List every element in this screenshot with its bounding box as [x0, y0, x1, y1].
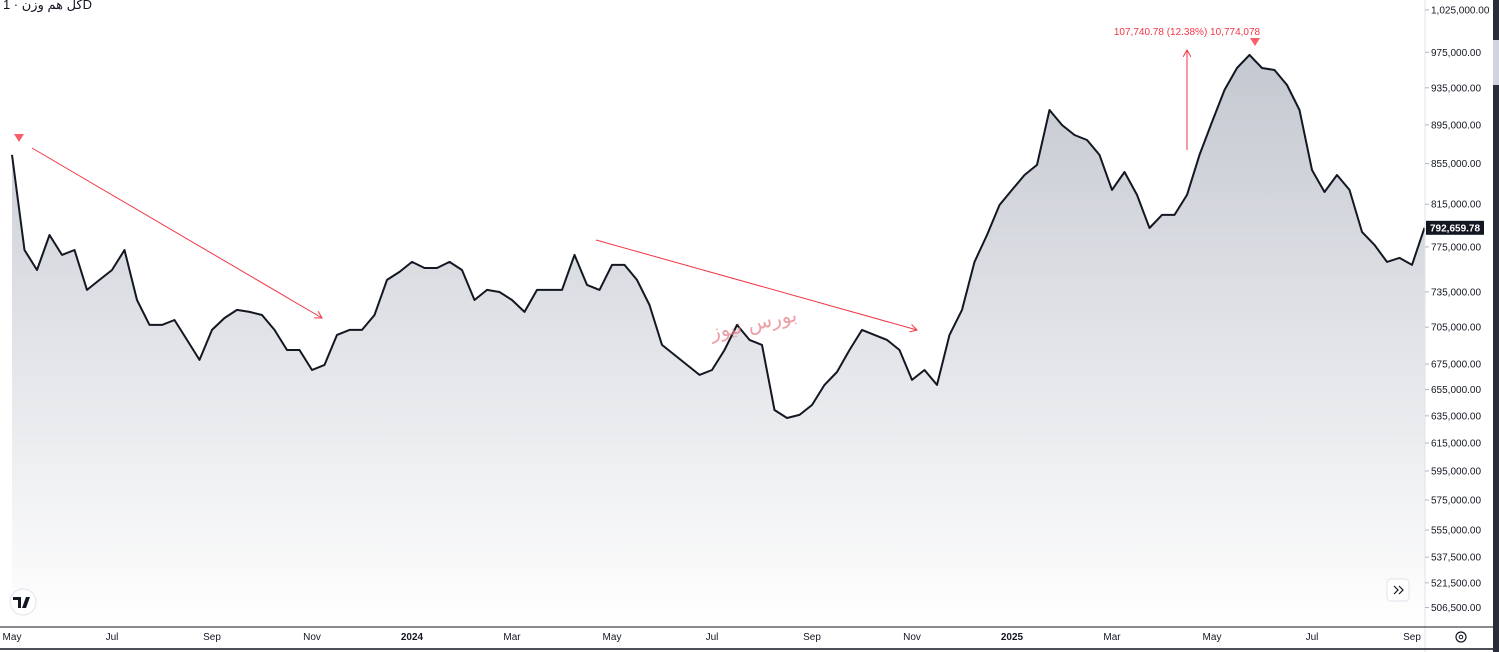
- x-tick-label: Jul: [706, 632, 719, 643]
- y-tick-label: 537,500.00: [1431, 553, 1481, 564]
- y-tick-label: 555,000.00: [1431, 525, 1481, 536]
- x-tick-label: Sep: [803, 632, 821, 643]
- price-tag-label: 792,659.78: [1430, 223, 1480, 234]
- y-tick-label: 935,000.00: [1431, 83, 1481, 94]
- y-tick-label: 705,000.00: [1431, 323, 1481, 334]
- x-tick-label: May: [603, 632, 622, 643]
- x-tick-label: Sep: [1403, 632, 1421, 643]
- y-tick-label: 615,000.00: [1431, 438, 1481, 449]
- x-tick-label: Sep: [203, 632, 221, 643]
- y-tick-label: 855,000.00: [1431, 159, 1481, 170]
- x-tick-label: 2024: [401, 632, 424, 643]
- y-tick-label: 895,000.00: [1431, 120, 1481, 131]
- y-tick-label: 975,000.00: [1431, 48, 1481, 59]
- trend-arrow: [31, 147, 322, 318]
- plot-area: [11, 53, 1426, 627]
- marker-triangle: [1250, 38, 1260, 46]
- y-tick-label: 575,000.00: [1431, 495, 1481, 506]
- y-tick-label: 595,000.00: [1431, 466, 1481, 477]
- side-scroll: [1493, 40, 1499, 85]
- marker-triangle: [14, 134, 24, 142]
- area-fill: [12, 54, 1425, 627]
- y-tick-label: 735,000.00: [1431, 287, 1481, 298]
- x-tick-label: May: [1203, 632, 1222, 643]
- x-tick-label: Jul: [1306, 632, 1319, 643]
- x-tick-label: Mar: [503, 632, 521, 643]
- side-strip: [1493, 0, 1499, 652]
- trend-arrow: [595, 239, 917, 330]
- y-tick-label: 655,000.00: [1431, 385, 1481, 396]
- x-tick-label: Jul: [106, 632, 119, 643]
- y-tick-label: 775,000.00: [1431, 242, 1481, 253]
- y-tick-label: 1,025,000.00: [1431, 5, 1490, 16]
- x-tick-label: 2025: [1001, 632, 1024, 643]
- x-tick-label: Nov: [303, 632, 321, 643]
- price-line: [11, 53, 1426, 419]
- y-tick-label: 521,500.00: [1431, 578, 1481, 589]
- x-tick-label: May: [3, 632, 22, 643]
- watermark: بورس نیوز: [707, 302, 799, 344]
- x-tick-label: Nov: [903, 632, 921, 643]
- x-tick-label: Mar: [1103, 632, 1121, 643]
- y-tick-label: 506,500.00: [1431, 603, 1481, 614]
- annotation: 107,740.78 (12.38%) 10,774,078: [1114, 27, 1261, 38]
- y-tick-label: 815,000.00: [1431, 200, 1481, 211]
- price-tag: [1426, 220, 1484, 235]
- y-tick-label: 675,000.00: [1431, 360, 1481, 371]
- scroll-button[interactable]: [1386, 578, 1410, 602]
- settings-button[interactable]: [1455, 631, 1467, 643]
- y-tick-label: 635,000.00: [1431, 411, 1481, 422]
- chart-title: کل هم وزن · 1D: [3, 0, 92, 13]
- logo[interactable]: [9, 588, 37, 616]
